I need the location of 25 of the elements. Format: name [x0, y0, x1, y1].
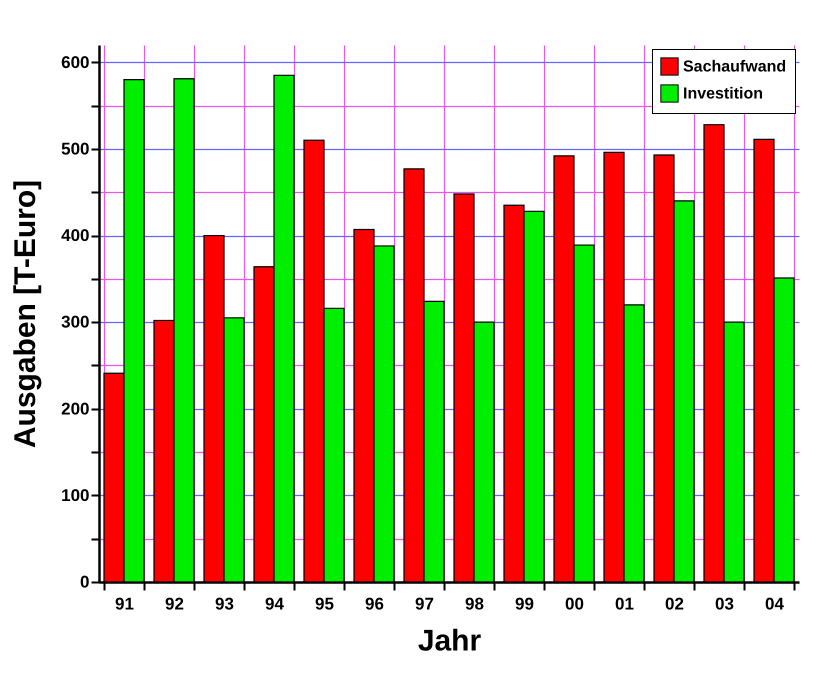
x-tick-label: 01 — [615, 594, 634, 614]
y-tick-label: 0 — [80, 572, 90, 592]
x-tick-label: 97 — [415, 594, 434, 614]
y-tick-label: 600 — [61, 52, 90, 72]
x-tick-label: 99 — [515, 594, 534, 614]
y-tick-label: 100 — [61, 486, 90, 505]
legend-label: Investition — [683, 86, 764, 102]
x-tick-label: 93 — [215, 594, 234, 614]
x-tick-label: 94 — [265, 594, 284, 614]
x-tick-label: 96 — [365, 594, 384, 614]
y-tick-label: 200 — [61, 399, 90, 418]
x-tick-label: 03 — [715, 594, 734, 614]
x-tick-label: 92 — [165, 594, 184, 614]
x-tick-label: 91 — [115, 594, 134, 614]
x-tick-label: 02 — [665, 594, 684, 614]
y-tick-label: 400 — [61, 226, 90, 246]
x-axis-title: Jahr — [418, 624, 482, 658]
x-tick-label: 98 — [465, 594, 484, 614]
x-tick-label: 95 — [315, 594, 334, 614]
x-tick-label: 00 — [565, 594, 584, 614]
y-tick-label: 500 — [61, 139, 90, 158]
y-tick-label: 300 — [61, 312, 90, 332]
legend-label: Sachaufwand — [683, 58, 786, 76]
x-tick-label: 04 — [765, 594, 784, 614]
y-axis-title: Ausgaben [T-Euro] — [9, 180, 42, 448]
